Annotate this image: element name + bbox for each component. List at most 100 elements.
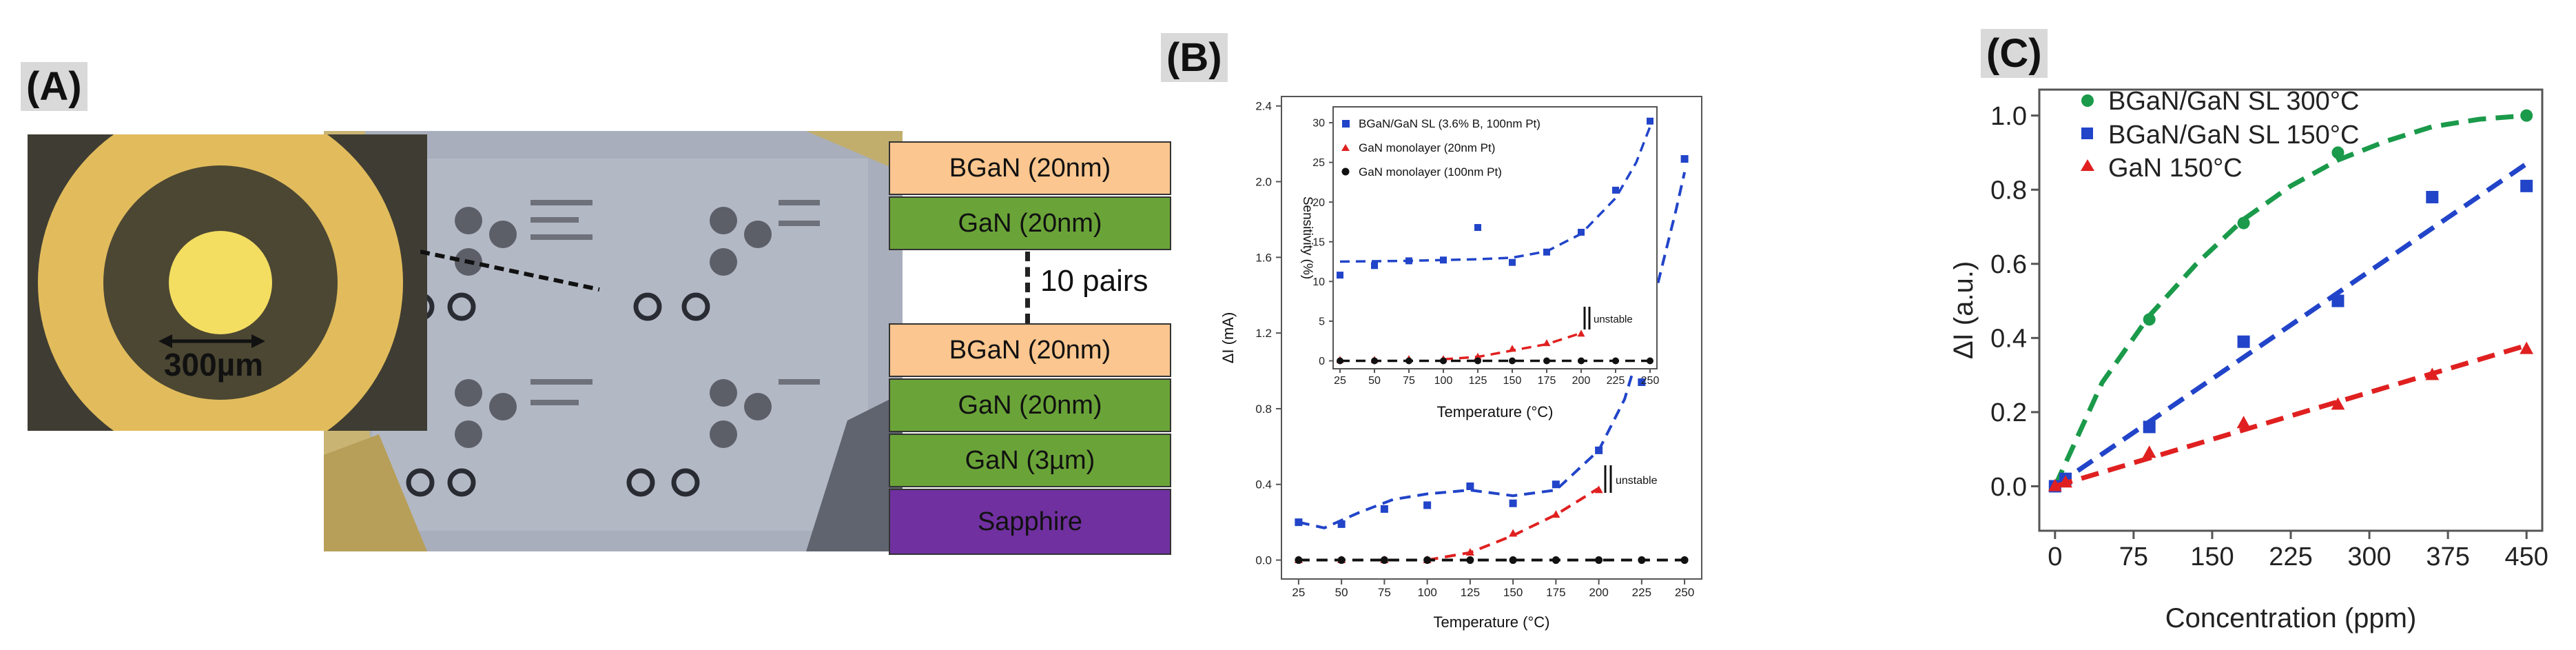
chart-b-inset-x-tick-label: 200 — [1572, 375, 1591, 387]
layer-stack: BGaN (20nm) GaN (20nm) 10 pairs BGaN (20… — [889, 141, 1192, 555]
panel-a-label: (A) — [21, 62, 87, 111]
chart-c-y-tick-label: 1.0 — [1990, 102, 2027, 131]
chart-b-x-axis-title: Temperature (°C) — [1434, 613, 1550, 631]
chart-b-point-1 — [1509, 529, 1518, 537]
chart-c-point-2 — [2048, 478, 2062, 491]
chart-c-y-axis-title: ΔI (a.u.) — [1953, 261, 1979, 359]
chart-b-point-0 — [1380, 505, 1388, 513]
chart-b-inset-point-2 — [1543, 357, 1550, 365]
chart-c-fit-line-1 — [2053, 161, 2528, 489]
chart-c-legend-label-1: BGaN/GaN SL 150°C — [2108, 121, 2359, 150]
chart-b-inset-x-tick-label: 225 — [1607, 375, 1625, 387]
pairs-divider — [1025, 252, 1030, 323]
chart-b-inset-x-tick-label: 100 — [1434, 375, 1453, 387]
chart-b-point-0 — [1509, 499, 1517, 507]
chart-b-y-tick-label: 2.4 — [1255, 100, 1272, 113]
chart-b-y-tick-label: 2.0 — [1255, 175, 1272, 188]
chart-c-point-0 — [2331, 146, 2345, 159]
chart-b-x-tick-label: 200 — [1589, 586, 1608, 599]
chart-c-x-tick-label: 75 — [2119, 542, 2148, 571]
chart-c-point-2 — [2520, 341, 2534, 354]
chart-b-point-2 — [1380, 556, 1388, 565]
chart-b-inset-point-2 — [1509, 357, 1516, 365]
chart-c-point-2 — [2059, 475, 2072, 488]
layer-gan-top: GaN (20nm) — [889, 196, 1171, 250]
chart-c-point-0 — [2237, 216, 2250, 230]
chart-b-x-tick-label: 75 — [1378, 586, 1391, 599]
chart-b-inset-point-2 — [1405, 357, 1412, 365]
chart-b-point-2 — [1638, 556, 1646, 565]
chart-c-x-tick-label: 300 — [2347, 542, 2391, 571]
chart-b-inset-point-2 — [1337, 357, 1343, 365]
chart-c-point-0 — [2520, 109, 2533, 122]
chart-b-inset-point-0 — [1612, 186, 1619, 194]
chart-c-y-tick-label: 0.0 — [1990, 473, 2027, 502]
electrode-photo: 300µm — [28, 134, 427, 431]
chart-b-inset-point-2 — [1371, 357, 1378, 365]
chart-b-point-2 — [1552, 556, 1560, 565]
chart-b-inset-y-tick-label: 25 — [1312, 157, 1325, 169]
chart-b-inset-point-2 — [1578, 357, 1585, 365]
chart-b-inset-point-2 — [1647, 357, 1653, 365]
chart-c-fit-line-0 — [2052, 113, 2527, 487]
chart-b-point-0 — [1423, 501, 1432, 509]
chart-b-inset-x-tick-label: 75 — [1403, 375, 1415, 387]
chart-b-inset-x-tick-label: 25 — [1334, 375, 1346, 387]
chart-c-point-1 — [2331, 294, 2345, 307]
chart-b-point-2 — [1466, 556, 1474, 565]
chart-b-inset-legend-label-2: GaN monolayer (100nm Pt) — [1359, 165, 1502, 179]
chart-b-inset-x-tick-label: 125 — [1469, 375, 1487, 387]
chart-c-legend-label-0: BGaN/GaN SL 300°C — [2108, 87, 2359, 116]
chart-b-x-tick-label: 250 — [1675, 586, 1694, 599]
chart-b-inset-annotation-text: unstable — [1594, 314, 1633, 325]
chart-b-inset-point-0 — [1578, 228, 1585, 236]
chart-c-point-2 — [2425, 367, 2440, 380]
chart-c-y-tick-label: 0.6 — [1990, 250, 2027, 279]
chart-b-x-tick-label: 50 — [1335, 586, 1348, 599]
chart-c-y-tick-label: 0.8 — [1990, 176, 2027, 205]
chart-b-x-tick-label: 150 — [1503, 586, 1523, 599]
chart-b-y-tick-label: 0.0 — [1255, 553, 1272, 567]
chart-b-inset-y-tick-label: 0 — [1319, 356, 1325, 367]
chart-b-point-2 — [1423, 556, 1432, 565]
chart-b-inset-point-0 — [1405, 257, 1412, 265]
chart-c-point-1 — [2520, 179, 2533, 192]
chart-c-y-tick-label: 0.2 — [1990, 398, 2027, 427]
chart-c-point-1 — [2143, 420, 2156, 434]
chart-c-point-2 — [2142, 445, 2156, 458]
chart-c-x-tick-label: 0 — [2048, 542, 2062, 571]
chart-b-inset-x-tick-label: 50 — [1368, 375, 1381, 387]
chart-b-point-0 — [1337, 520, 1346, 528]
chart-c-point-0 — [2143, 313, 2156, 326]
chart-b-inset-point-1 — [1508, 345, 1516, 352]
chart-b-inset-point-0 — [1647, 117, 1653, 125]
chart-b-inset-point-0 — [1337, 272, 1343, 279]
chart-b-inset-x-axis-title: Temperature (°C) — [1437, 403, 1554, 420]
chart-b-inset-point-0 — [1440, 256, 1447, 264]
chart-c-x-tick-label: 375 — [2426, 542, 2469, 571]
pairs-label: 10 pairs — [1040, 264, 1148, 298]
chart-b-inset-point-0 — [1543, 248, 1550, 256]
chart-b-y-tick-label: 1.2 — [1255, 327, 1272, 340]
chart-b-y-axis-title: ΔI (mA) — [1219, 312, 1237, 364]
chart-c-point-1 — [2237, 335, 2250, 348]
chart-b-point-1 — [1552, 510, 1560, 518]
chart-b-point-2 — [1295, 556, 1303, 565]
chart-b-inset-point-1 — [1577, 329, 1585, 337]
chart-b-inset-y-axis-title: Sensitivity (%) — [1300, 196, 1315, 279]
chart-b-point-2 — [1595, 556, 1603, 565]
chart-b-x-tick-label: 100 — [1417, 586, 1436, 599]
chart-b-y-tick-label: 0.4 — [1255, 478, 1272, 491]
chart-b-inset-x-tick-label: 175 — [1538, 375, 1556, 387]
chart-b-inset-legend-label-1: GaN monolayer (20nm Pt) — [1359, 141, 1495, 154]
chart-c-x-tick-label: 225 — [2269, 542, 2312, 571]
chart-c-point-2 — [2331, 397, 2345, 410]
chart-b-inset-point-0 — [1474, 224, 1481, 232]
chart-c: 0 75 150 225 300 375 450 0.0 0.2 0.4 0.6 0.8 1.0 Con… — [1953, 87, 2548, 633]
chart-b-inset-legend-label-0: BGaN/GaN SL (3.6% B, 100nm Pt) — [1359, 117, 1541, 130]
chart-b-inset-annotation: unstable — [1583, 307, 1633, 329]
chart-b-point-0 — [1552, 480, 1560, 489]
chart-b-point-0 — [1638, 378, 1646, 387]
chart-b-x-tick-label: 25 — [1292, 586, 1305, 599]
chart-b-point-2 — [1680, 556, 1689, 565]
